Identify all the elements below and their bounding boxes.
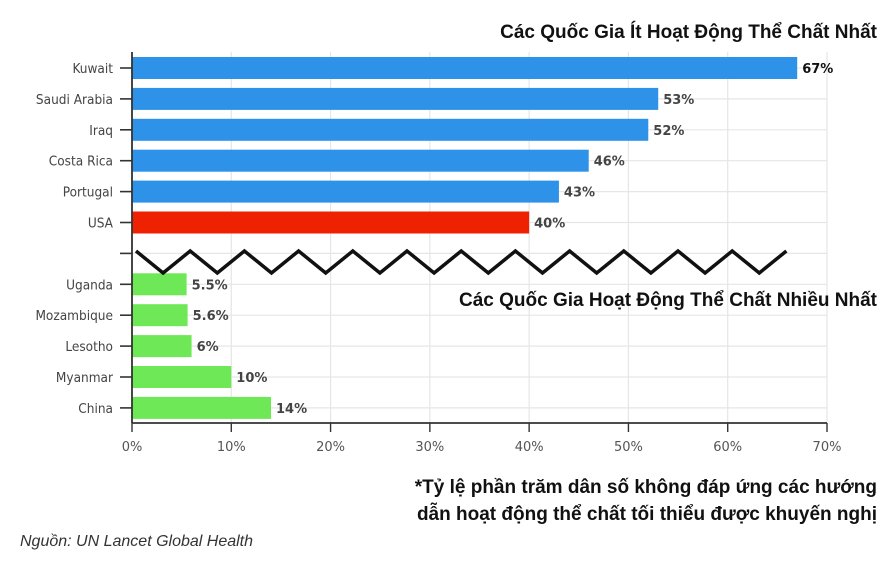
value-label: 53% [663,93,694,108]
bar-uganda [132,273,187,296]
value-label: 5.5% [192,278,228,293]
bar-myanmar [132,366,232,388]
footnote: *Tỷ lệ phần trăm dân số không đáp ứng cá… [415,474,877,528]
bar-usa [132,211,530,234]
bar-portugal [132,180,559,203]
bar-saudi-arabia [132,87,659,110]
value-label: 6% [197,340,219,355]
value-label: 5.6% [193,309,229,324]
bars: 67% 53% 52% 46% 43% 40% 5.5% 5.6% 6% 10% 14% [132,57,833,419]
value-label: 10% [236,371,267,386]
footnote-line-1: *Tỷ lệ phần trăm dân số không đáp ứng cá… [414,477,877,498]
axis-break-zigzag-icon [134,248,788,276]
category-label: Costa Rica [49,154,113,170]
x-tick-label: 20% [316,440,345,455]
category-label: Saudi Arabia [36,92,113,108]
category-label: Iraq [89,123,113,139]
chart-title-least-active: Các Quốc Gia Ít Hoạt Động Thể Chất Nhất [500,22,877,43]
bar-iraq [132,118,649,141]
value-label: 46% [594,155,625,170]
x-tick-label: 40% [515,440,544,455]
value-label: 14% [276,402,307,417]
x-tick-label: 70% [813,440,842,455]
value-label: 67% [802,62,833,77]
source-note: Nguồn: UN Lancet Global Health [20,533,254,550]
bar-lesotho [132,335,192,358]
value-label: 52% [653,124,684,139]
footnote-line-2: dẫn hoạt động thể chất tối thiểu được kh… [416,504,877,525]
x-tick-label: 50% [614,440,643,455]
y-axis: Kuwait Saudi Arabia Iraq Costa Rica Portugal… [35,52,133,423]
x-axis: 0% 10% 20% 30% 40% 50% 60% 70% [122,422,842,455]
category-label: Uganda [66,277,113,293]
x-tick-label: 10% [217,440,246,455]
x-tick-label: 30% [415,440,444,455]
bar-kuwait [132,57,798,79]
category-label: Myanmar [56,370,113,386]
bar-costa-rica [132,149,589,172]
value-label: 40% [534,217,565,232]
category-label: Mozambique [35,308,113,324]
category-label: Kuwait [73,61,114,77]
category-label: China [78,401,113,417]
value-label: 43% [564,186,595,201]
category-label: Lesotho [65,339,113,355]
x-tick-label: 0% [122,440,143,455]
bar-mozambique [132,304,188,327]
bar-china [132,396,271,419]
category-label: Portugal [63,185,113,201]
category-label: USA [88,216,114,232]
chart-title-most-active: Các Quốc Gia Hoạt Động Thể Chất Nhiều Nh… [458,290,877,311]
x-tick-label: 60% [713,440,742,455]
